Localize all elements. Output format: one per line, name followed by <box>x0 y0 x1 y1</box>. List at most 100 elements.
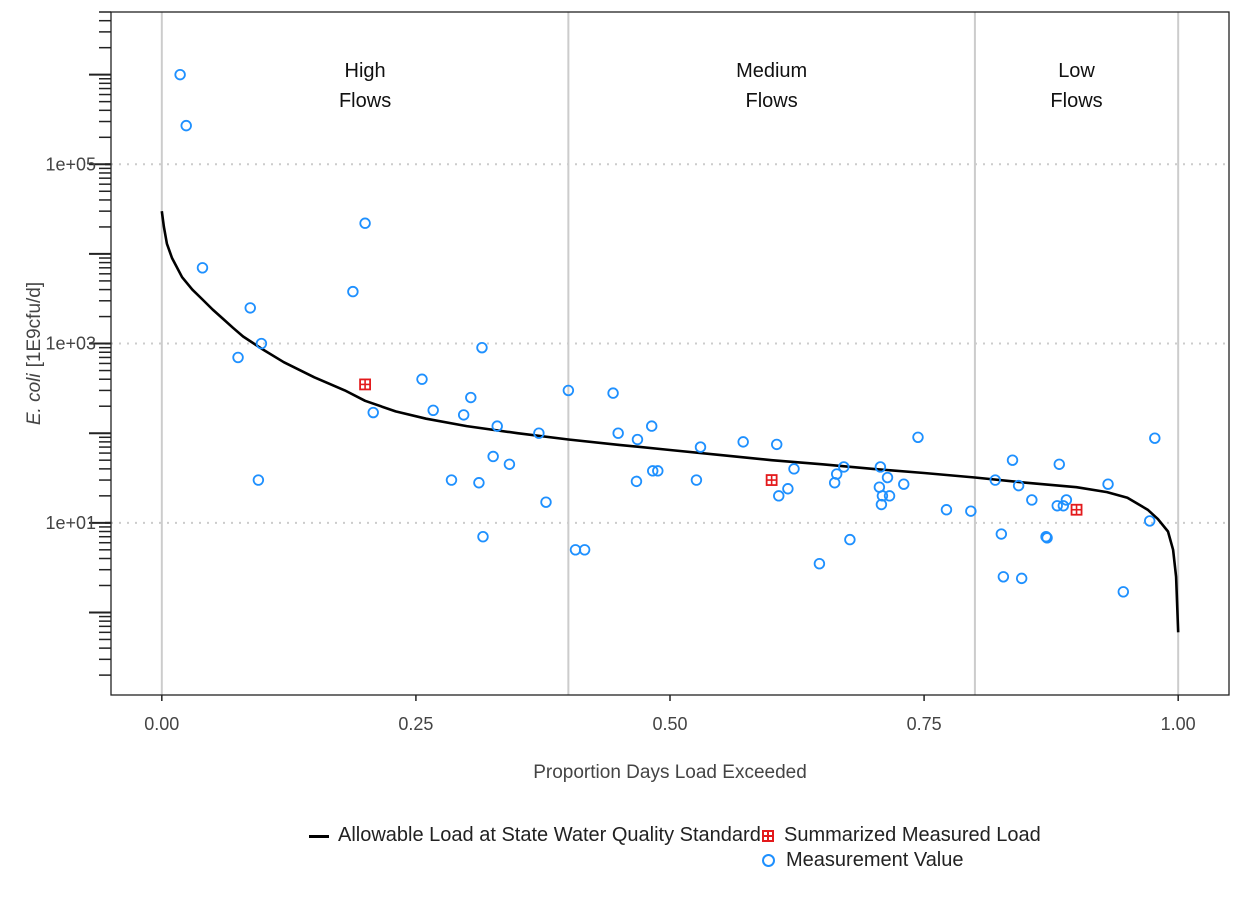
measurement-point <box>989 474 1001 486</box>
y-tick-label: 1e+01 <box>45 513 96 533</box>
legend-item-allowable-load: Allowable Load at State Water Quality St… <box>308 824 761 847</box>
measurement-point <box>830 468 843 480</box>
measurement-point <box>445 474 458 486</box>
measurement-point <box>473 477 485 489</box>
measurement-point <box>1041 532 1053 544</box>
measurement-point <box>690 474 703 486</box>
measurement-point <box>694 441 707 453</box>
region-label-line1: Low <box>1058 60 1095 82</box>
summary-points-layer <box>359 378 1083 516</box>
measurement-point <box>1012 479 1025 492</box>
measurement-point <box>881 471 894 484</box>
x-axis-title: Proportion Days Load Exceeded <box>533 762 807 783</box>
legend-label-allowable-load: Allowable Load at State Water Quality St… <box>338 824 761 846</box>
measurement-point <box>844 533 856 546</box>
measurement-point <box>737 436 749 448</box>
measurement-point <box>612 427 624 439</box>
summary-point <box>1070 503 1083 516</box>
measurement-point <box>771 438 783 451</box>
measurement-point <box>1026 494 1038 506</box>
measurement-point <box>940 504 953 516</box>
measurement-point <box>487 450 499 463</box>
allowable-load-curve-layer <box>160 211 1180 633</box>
measurement-point <box>578 544 591 556</box>
measurement-point <box>912 431 924 443</box>
y-axis: 1e+01 1e+03 1e+05 <box>45 11 111 676</box>
measurement-point <box>883 490 896 502</box>
measurement-point <box>569 544 582 556</box>
region-label-line1: High <box>345 60 386 82</box>
measurement-point <box>995 528 1008 540</box>
measurement-point <box>533 427 545 439</box>
measurement-point <box>367 406 379 419</box>
measurement-point <box>788 463 800 475</box>
x-tick-label: 0.50 <box>652 714 687 734</box>
measurement-point <box>477 531 489 543</box>
measurement-points-layer <box>174 68 1161 598</box>
plot-frame <box>110 11 1230 696</box>
measurement-point <box>813 557 826 570</box>
measurement-point <box>1117 586 1129 598</box>
legend-item-measurement-value: Measurement Value <box>758 849 964 872</box>
y-tick-label: 1e+05 <box>45 154 96 174</box>
measurement-point <box>1040 531 1052 543</box>
region-label-line2: Flows <box>746 90 798 112</box>
measurement-point <box>1053 458 1065 470</box>
measurement-point <box>773 490 785 502</box>
measurement-point <box>476 341 488 354</box>
allowable-load-curve <box>160 211 1180 633</box>
summary-point <box>765 474 778 486</box>
measurement-point <box>252 474 265 486</box>
measurement-point <box>997 571 1010 583</box>
measurement-point <box>630 475 643 488</box>
measurement-point <box>652 465 664 477</box>
region-label-line1: Medium <box>736 60 807 82</box>
measurement-point <box>491 420 503 432</box>
measurement-point <box>1144 515 1156 527</box>
x-tick-label: 0.00 <box>144 714 179 734</box>
region-label-line2: Flows <box>1050 90 1102 112</box>
crossed-square-icon <box>762 829 774 842</box>
region-dividers <box>160 12 1180 695</box>
y-axis-title: E. coli [1E9cfu/d] <box>24 282 45 425</box>
legend-label-measurement-value: Measurement Value <box>786 849 964 871</box>
measurement-point <box>427 404 439 417</box>
legend: Allowable Load at State Water Quality St… <box>300 820 1060 880</box>
measurement-point <box>244 302 256 314</box>
measurement-point <box>540 496 552 508</box>
line-swatch-icon <box>308 826 330 846</box>
measurement-point <box>1006 454 1019 466</box>
y-axis-title-unit: [1E9cfu/d] <box>24 282 45 368</box>
summary-point <box>359 378 371 391</box>
measurement-point <box>647 465 659 477</box>
legend-item-summarized-load: Summarized Measured Load <box>758 824 1041 847</box>
x-tick-label: 0.75 <box>907 714 942 734</box>
x-axis: 0.00 0.25 0.50 0.75 1.00 <box>144 695 1196 734</box>
measurement-point <box>196 262 209 274</box>
region-label-line2: Flows <box>339 90 391 112</box>
measurement-point <box>646 420 658 432</box>
measurement-point <box>965 505 977 517</box>
measurement-point <box>1057 500 1070 512</box>
measurement-point <box>782 483 794 495</box>
measurement-point <box>876 490 889 502</box>
measurement-point <box>416 373 428 385</box>
legend-label-summarized-load: Summarized Measured Load <box>784 824 1041 846</box>
measurement-point <box>465 391 477 404</box>
measurement-point <box>1015 572 1028 585</box>
measurement-point <box>457 409 470 421</box>
circle-icon <box>762 854 775 867</box>
region-labels: High Flows Medium Flows Low Flows <box>339 60 1103 112</box>
measurement-point <box>1060 494 1073 506</box>
x-tick-label: 0.25 <box>398 714 433 734</box>
measurement-point <box>232 351 244 364</box>
measurement-point <box>562 384 575 397</box>
measurement-point <box>1051 500 1063 512</box>
measurement-point <box>607 387 619 399</box>
measurement-point <box>631 433 644 446</box>
measurement-point <box>255 337 268 350</box>
measurement-point <box>838 461 850 473</box>
x-tick-label: 1.00 <box>1161 714 1196 734</box>
measurement-point <box>359 217 371 229</box>
